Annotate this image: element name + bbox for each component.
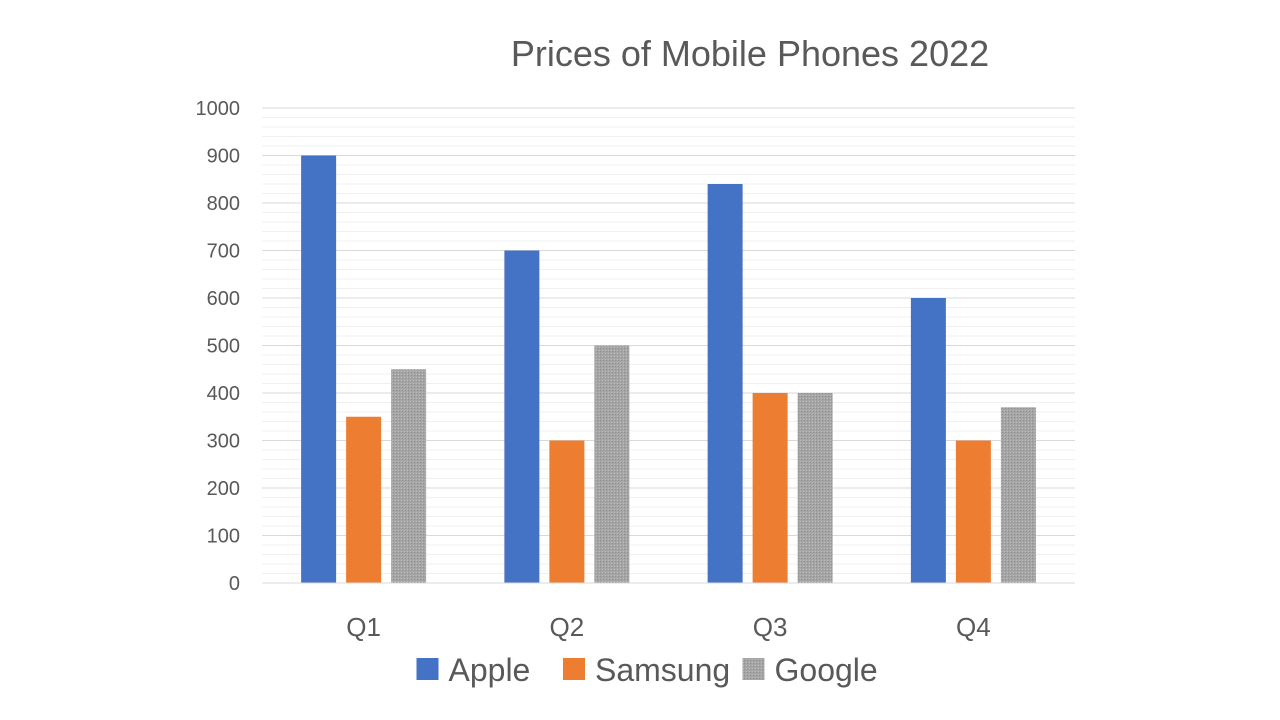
x-axis-ticks: Q1 Q2 Q3 Q4: [346, 612, 990, 642]
bar-samsung-q2: [549, 440, 585, 583]
bar-google-q2: [594, 345, 630, 583]
legend-swatch-samsung: [563, 658, 585, 680]
legend-swatch-google: [742, 658, 765, 680]
bar-samsung-q4: [955, 440, 991, 583]
x-tick-label: Q3: [753, 612, 788, 642]
legend: Apple Samsung Google: [416, 652, 878, 688]
y-tick-label: 1000: [196, 98, 241, 120]
x-tick-label: Q4: [956, 612, 991, 642]
bar-samsung-q1: [346, 416, 382, 583]
y-tick-label: 200: [207, 478, 240, 500]
bars: [301, 155, 1036, 583]
bar-apple-q1: [301, 155, 337, 583]
bar-google-q4: [1000, 407, 1036, 583]
y-tick-label: 700: [207, 241, 240, 263]
y-tick-label: 400: [207, 383, 240, 405]
chart-title: Prices of Mobile Phones 2022: [511, 33, 989, 74]
y-tick-label: 600: [207, 288, 240, 310]
y-tick-label: 300: [207, 431, 240, 453]
y-tick-label: 0: [229, 573, 240, 595]
legend-label-apple: Apple: [449, 652, 531, 688]
x-tick-label: Q2: [550, 612, 585, 642]
bar-google-q3: [797, 393, 833, 583]
bar-google-q1: [391, 369, 427, 583]
y-tick-label: 800: [207, 193, 240, 215]
y-axis-ticks: 0 100 200 300 400 500 600 700 800 900 1000: [196, 98, 241, 595]
y-tick-label: 900: [207, 146, 240, 168]
bar-apple-q4: [910, 298, 946, 583]
x-tick-label: Q1: [346, 612, 381, 642]
legend-label-samsung: Samsung: [595, 652, 730, 688]
bar-samsung-q3: [752, 393, 788, 583]
y-tick-label: 500: [207, 336, 240, 358]
legend-swatch-apple: [416, 658, 439, 680]
gridlines: [262, 107, 1075, 574]
bar-apple-q2: [504, 250, 540, 583]
bar-apple-q3: [707, 184, 743, 583]
y-tick-label: 100: [207, 526, 240, 548]
legend-label-google: Google: [775, 652, 878, 688]
